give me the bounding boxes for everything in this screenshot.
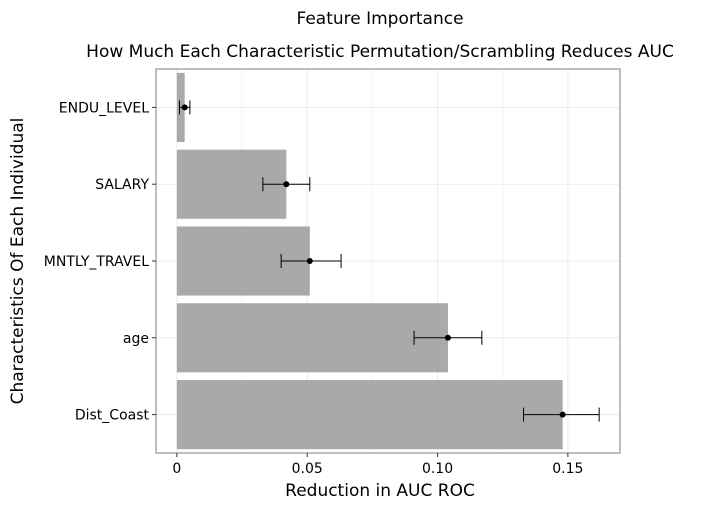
bar-age xyxy=(176,303,448,373)
y-tick-label: SALARY xyxy=(95,177,149,193)
y-tick-label: ENDU_LEVEL xyxy=(59,100,149,116)
y-tick-label: age xyxy=(123,331,149,347)
data-point xyxy=(283,181,290,188)
data-point xyxy=(306,258,313,264)
x-tick-label: 0.05 xyxy=(292,461,323,477)
chart-title: Feature Importance xyxy=(296,9,463,29)
x-tick-label: 0.15 xyxy=(552,461,583,477)
x-axis-label: Reduction in AUC ROC xyxy=(285,481,475,501)
bar-dist-coast xyxy=(176,380,563,450)
chart-subtitle: How Much Each Characteristic Permutation… xyxy=(86,42,674,62)
y-tick-label: MNTLY_TRAVEL xyxy=(44,254,149,270)
data-point xyxy=(181,104,188,111)
x-tick-label: 0 xyxy=(172,461,181,477)
data-point xyxy=(559,411,566,418)
y-tick-label: Dist_Coast xyxy=(75,408,150,424)
data-point xyxy=(444,334,451,341)
x-tick-label: 0.10 xyxy=(422,461,453,477)
bars xyxy=(176,72,563,450)
y-axis-label: Characteristics Of Each Individual xyxy=(8,118,28,405)
x-axis: 0 0.05 0.10 0.15 xyxy=(172,453,583,477)
error-bars xyxy=(178,100,600,422)
